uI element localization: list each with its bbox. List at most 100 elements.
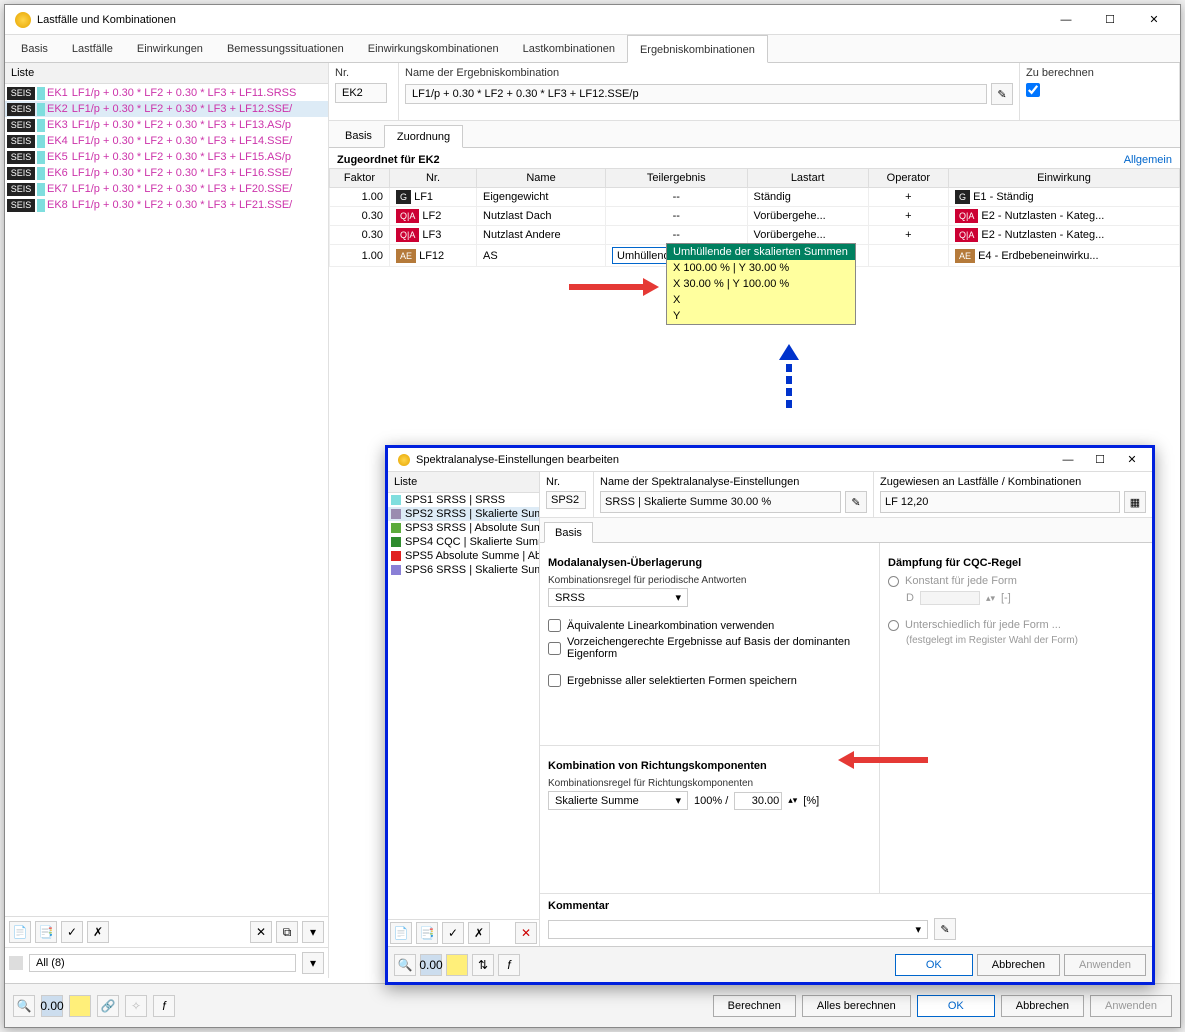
calc-box: Zu berechnen (1020, 63, 1180, 120)
kommentar-select[interactable]: ▾ (548, 920, 928, 939)
sps-list-item[interactable]: SPS2 SRSS | Skalierte Summe 30.0 (388, 507, 539, 521)
inner-app-icon (398, 454, 410, 466)
dir-rule-select[interactable]: Skalierte Summe▾ (548, 791, 688, 810)
nr-input[interactable] (335, 83, 387, 103)
inner-assigned-icon[interactable]: ▦ (1124, 491, 1146, 513)
nr-box: Nr. (329, 63, 399, 120)
sps-list-item[interactable]: SPS5 Absolute Summe | Absolute (388, 549, 539, 563)
chk-save-forms[interactable] (548, 674, 561, 687)
main-footer: 🔍 0.00 🔗 ✧ f Berechnen Alles berechnen O… (5, 983, 1180, 1027)
cancel-button[interactable]: Abbrechen (1001, 995, 1084, 1017)
inner-cancel-button[interactable]: Abbrechen (977, 954, 1060, 976)
footer-dim-icon[interactable]: ✧ (125, 995, 147, 1017)
close-button[interactable]: ✕ (1132, 6, 1176, 34)
inner-delete-icon[interactable]: ✕ (515, 922, 537, 944)
inner-close-button[interactable]: ✕ (1116, 446, 1148, 474)
tab-lastfälle[interactable]: Lastfälle (60, 35, 125, 62)
more-icon[interactable]: ▾ (302, 921, 324, 943)
inner-fx-icon[interactable]: f (498, 954, 520, 976)
table-row[interactable]: 0.30Q|A LF3Nutzlast Andere--Vorübergehe.… (330, 226, 1180, 245)
footer-search-icon[interactable]: 🔍 (13, 995, 35, 1017)
inner-apply-button[interactable]: Anwenden (1064, 954, 1146, 976)
subtab-zuordnung[interactable]: Zuordnung (384, 125, 463, 148)
sps-list-item[interactable]: SPS6 SRSS | Skalierte Summe 100. (388, 563, 539, 577)
teilergebnis-dropdown-list[interactable]: Umhüllende der skalierten SummenX 100.00… (666, 243, 856, 325)
inner-name-input[interactable] (600, 491, 841, 513)
inner-nr-input[interactable] (546, 491, 586, 509)
chk-sign[interactable] (548, 642, 561, 655)
tab-ergebniskombinationen[interactable]: Ergebniskombinationen (627, 35, 768, 63)
footer-fx-icon[interactable]: f (153, 995, 175, 1017)
split-icon[interactable]: ⧉ (276, 921, 298, 943)
list-item[interactable]: SEISEK2LF1/p + 0.30 * LF2 + 0.30 * LF3 +… (5, 101, 328, 117)
inner-subtab-basis[interactable]: Basis (544, 522, 593, 543)
ok-button[interactable]: OK (917, 995, 995, 1017)
maximize-button[interactable]: ☐ (1088, 6, 1132, 34)
inner-check-icon[interactable]: ✓ (442, 922, 464, 944)
edit-name-icon[interactable]: ✎ (991, 83, 1013, 105)
tab-bemessungssituationen[interactable]: Bemessungssituationen (215, 35, 356, 62)
inner-maximize-button[interactable]: ☐ (1084, 446, 1116, 474)
dropdown-item[interactable]: X 30.00 % | Y 100.00 % (667, 276, 855, 292)
inner-copy-icon[interactable]: 📑 (416, 922, 438, 944)
footer-link-icon[interactable]: 🔗 (97, 995, 119, 1017)
tab-einwirkungen[interactable]: Einwirkungen (125, 35, 215, 62)
sps-list-item[interactable]: SPS1 SRSS | SRSS (388, 493, 539, 507)
name-input[interactable] (405, 84, 987, 104)
inner-edit-icon[interactable]: ✎ (845, 491, 867, 513)
modal-rule-select[interactable]: SRSS▾ (548, 588, 688, 607)
tab-einwirkungskombinationen[interactable]: Einwirkungskombinationen (356, 35, 511, 62)
check-icon[interactable]: ✓ (61, 921, 83, 943)
inner-color-icon[interactable] (446, 954, 468, 976)
new-icon[interactable]: 📄 (9, 921, 31, 943)
dir-value-input[interactable] (734, 792, 782, 810)
dropdown-item[interactable]: Y (667, 308, 855, 324)
sps-list-item[interactable]: SPS4 CQC | Skalierte Summe 30.0 (388, 535, 539, 549)
table-row[interactable]: 1.00G LF1Eigengewicht--Ständig+G E1 - St… (330, 188, 1180, 207)
list-item[interactable]: SEISEK7LF1/p + 0.30 * LF2 + 0.30 * LF3 +… (5, 181, 328, 197)
table-row[interactable]: 0.30Q|A LF2Nutzlast Dach--Vorübergehe...… (330, 207, 1180, 226)
name-box: Name der Ergebniskombination ✎ (399, 63, 1020, 120)
list-item[interactable]: SEISEK3LF1/p + 0.30 * LF2 + 0.30 * LF3 +… (5, 117, 328, 133)
apply-button[interactable]: Anwenden (1090, 995, 1172, 1017)
inner-new-icon[interactable]: 📄 (390, 922, 412, 944)
list-item[interactable]: SEISEK5LF1/p + 0.30 * LF2 + 0.30 * LF3 +… (5, 149, 328, 165)
filter-select[interactable]: All (8) (29, 954, 296, 972)
inner-minimize-button[interactable]: — (1052, 446, 1084, 474)
inner-assigned-input[interactable] (880, 491, 1120, 513)
calc-all-button[interactable]: Alles berechnen (802, 995, 911, 1017)
footer-color-icon[interactable] (69, 995, 91, 1017)
inner-tree-icon[interactable]: ⇅ (472, 954, 494, 976)
tab-lastkombinationen[interactable]: Lastkombinationen (511, 35, 627, 62)
sps-list[interactable]: SPS1 SRSS | SRSSSPS2 SRSS | Skalierte Su… (388, 493, 539, 919)
spectral-settings-window: Spektralanalyse-Einstellungen bearbeiten… (385, 445, 1155, 985)
dropdown-item[interactable]: X (667, 292, 855, 308)
grid-right-link[interactable]: Allgemein (1124, 154, 1172, 166)
combo-list[interactable]: SEISEK1LF1/p + 0.30 * LF2 + 0.30 * LF3 +… (5, 84, 328, 916)
list-item[interactable]: SEISEK1LF1/p + 0.30 * LF2 + 0.30 * LF3 +… (5, 85, 328, 101)
inner-units-icon[interactable]: 0.00 (420, 954, 442, 976)
dropdown-item[interactable]: Umhüllende der skalierten Summen (667, 244, 855, 260)
uncheck-icon[interactable]: ✗ (87, 921, 109, 943)
kommentar-edit-icon[interactable]: ✎ (934, 918, 956, 940)
left-panel: Liste SEISEK1LF1/p + 0.30 * LF2 + 0.30 *… (5, 63, 329, 978)
calc-button[interactable]: Berechnen (713, 995, 796, 1017)
list-item[interactable]: SEISEK8LF1/p + 0.30 * LF2 + 0.30 * LF3 +… (5, 197, 328, 213)
inner-ok-button[interactable]: OK (895, 954, 973, 976)
inner-uncheck-icon[interactable]: ✗ (468, 922, 490, 944)
copy-icon[interactable]: 📑 (35, 921, 57, 943)
sps-list-item[interactable]: SPS3 SRSS | Absolute Summe (388, 521, 539, 535)
subtab-basis[interactable]: Basis (333, 125, 384, 147)
calc-checkbox[interactable] (1026, 83, 1040, 97)
tab-basis[interactable]: Basis (9, 35, 60, 62)
delete-icon[interactable]: ✕ (250, 921, 272, 943)
minimize-button[interactable]: — (1044, 6, 1088, 34)
list-item[interactable]: SEISEK6LF1/p + 0.30 * LF2 + 0.30 * LF3 +… (5, 165, 328, 181)
filter-more-icon[interactable]: ▾ (302, 952, 324, 974)
inner-search-icon[interactable]: 🔍 (394, 954, 416, 976)
filter-icon (9, 956, 23, 970)
chk-linear[interactable] (548, 619, 561, 632)
list-item[interactable]: SEISEK4LF1/p + 0.30 * LF2 + 0.30 * LF3 +… (5, 133, 328, 149)
footer-units-icon[interactable]: 0.00 (41, 995, 63, 1017)
dropdown-item[interactable]: X 100.00 % | Y 30.00 % (667, 260, 855, 276)
